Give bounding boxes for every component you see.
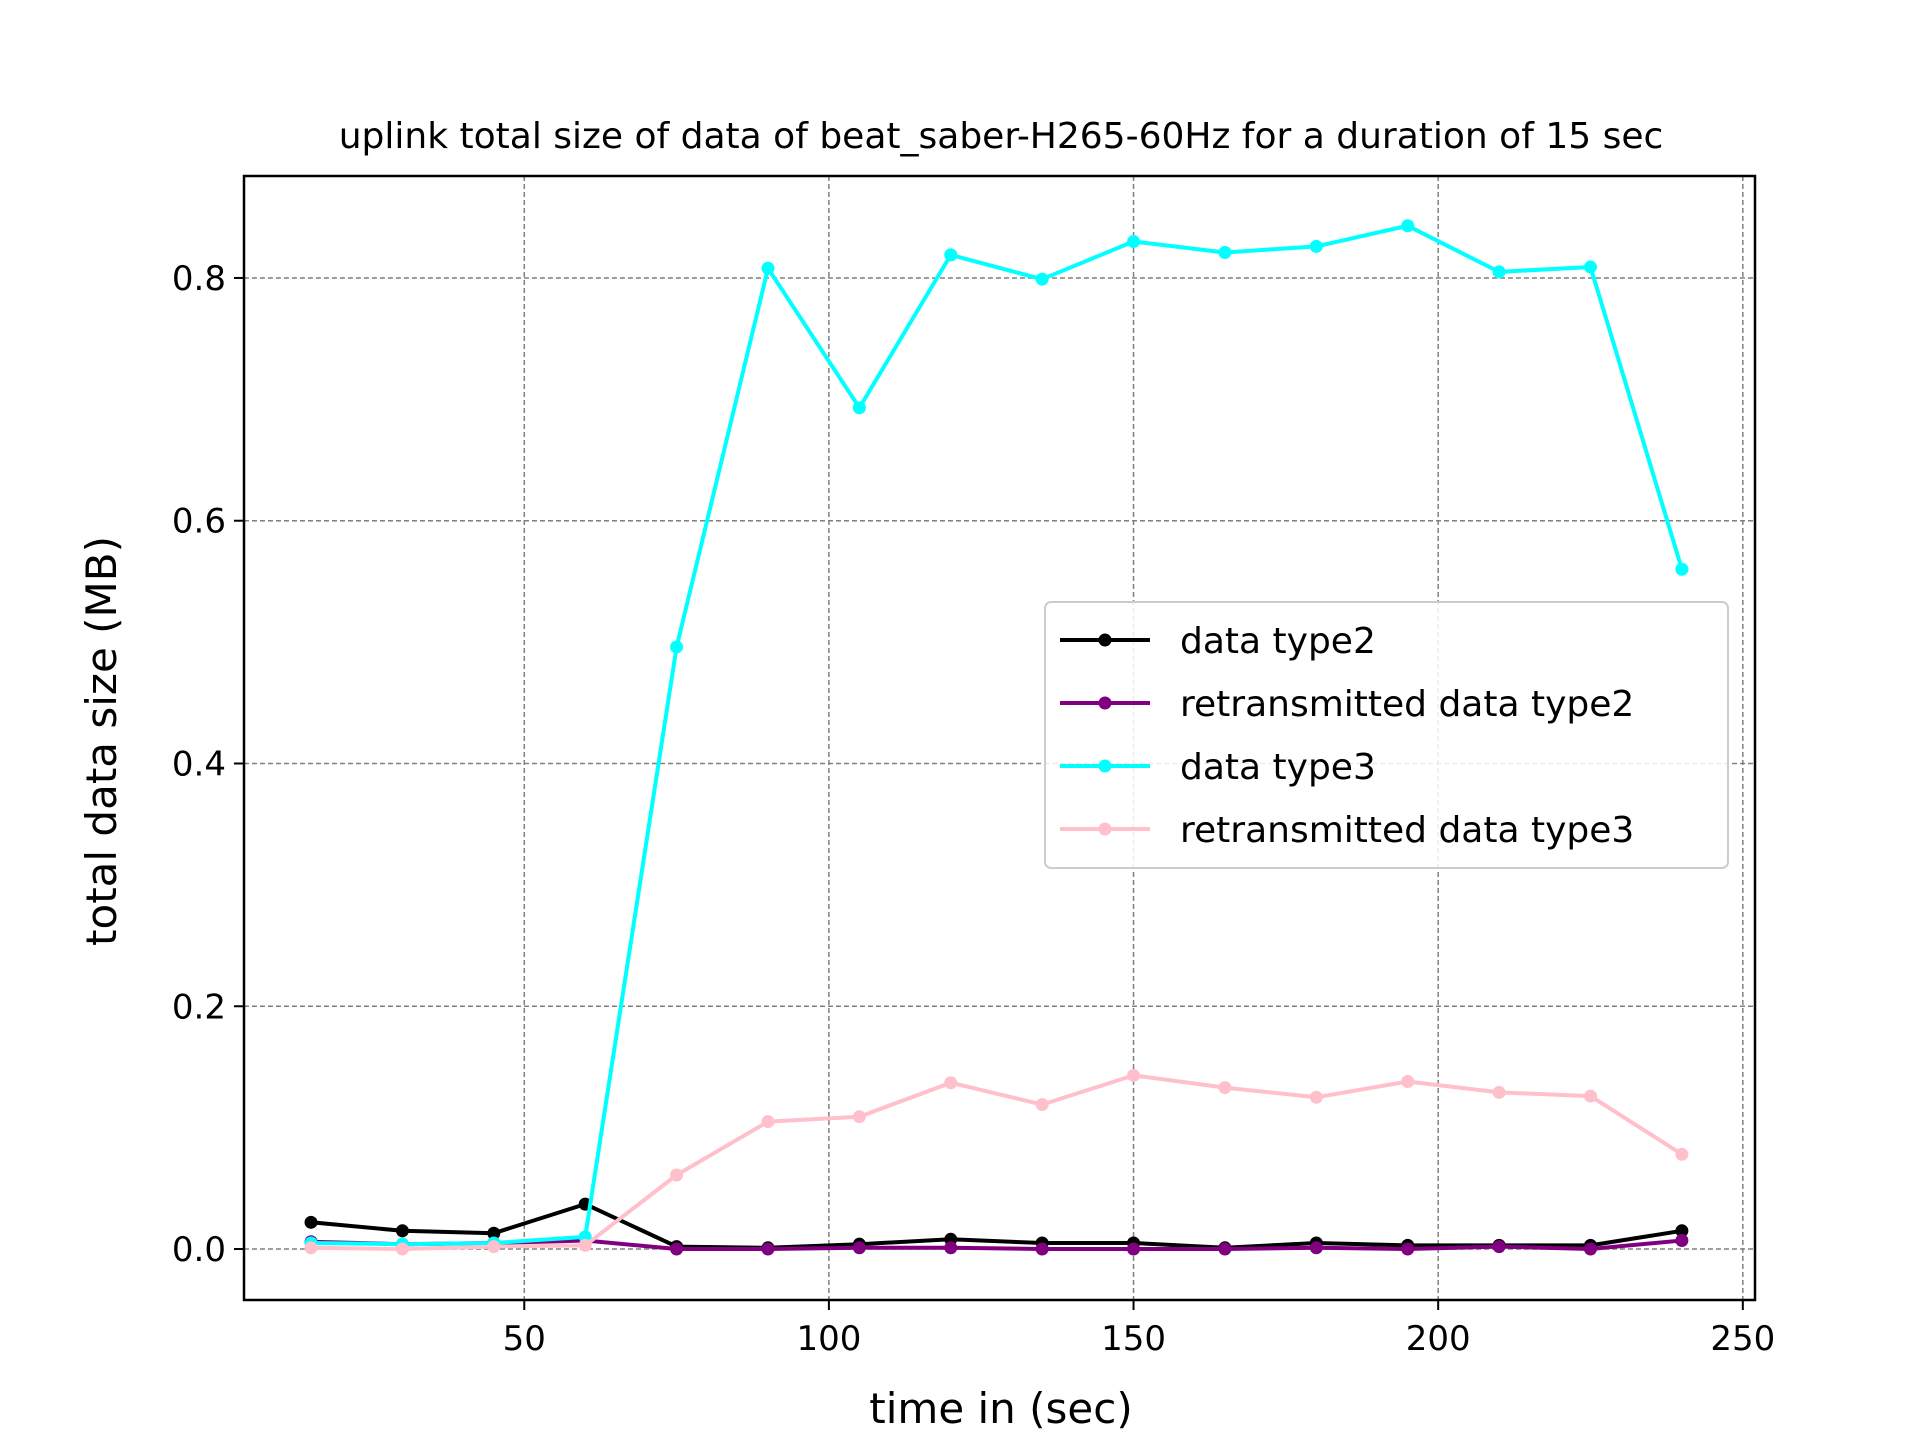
- data-point: [304, 1215, 318, 1229]
- series-retransmitted-data-type3: [304, 1068, 1689, 1256]
- data-point: [944, 1241, 958, 1255]
- data-point: [1035, 272, 1049, 286]
- data-point: [1401, 219, 1415, 233]
- data-point: [1675, 562, 1689, 576]
- data-point: [852, 1241, 866, 1255]
- data-point: [944, 248, 958, 262]
- legend-entry: retransmitted data type2: [1060, 684, 1634, 725]
- data-point: [1675, 1234, 1689, 1248]
- legend-label: retransmitted data type3: [1180, 810, 1634, 851]
- series-line: [310, 1202, 1683, 1250]
- data-point: [1218, 1242, 1232, 1256]
- legend-swatch-marker: [1098, 822, 1112, 836]
- y-tick-label: 0.4: [172, 744, 226, 784]
- chart-title: uplink total size of data of beat_saber-…: [339, 116, 1664, 157]
- legend-label: retransmitted data type2: [1180, 684, 1634, 725]
- data-point: [304, 1241, 318, 1255]
- y-axis-label: total data size (MB): [77, 536, 126, 946]
- y-tick-label: 0.8: [172, 259, 226, 299]
- series-line: [310, 223, 1684, 1247]
- data-point: [1309, 1090, 1323, 1104]
- x-axis-label: time in (sec): [869, 1384, 1132, 1433]
- x-tick-label: 150: [1101, 1319, 1166, 1359]
- series-data-type3: [304, 219, 1689, 1251]
- legend-swatch-marker: [1098, 759, 1112, 773]
- series-layer: [304, 219, 1689, 1256]
- legend-label: data type2: [1180, 621, 1376, 662]
- data-point: [1127, 1242, 1141, 1256]
- y-axis: 0.0 0.2 0.4 0.6 0.8: [172, 259, 244, 1270]
- x-axis: 50 100 150 200 250: [503, 1300, 1775, 1359]
- data-point: [487, 1240, 501, 1254]
- data-point: [852, 1110, 866, 1124]
- data-point: [1127, 235, 1141, 249]
- y-tick-label: 0.6: [172, 502, 226, 542]
- data-point: [1675, 1147, 1689, 1161]
- data-point: [1401, 1075, 1415, 1089]
- x-tick-label: 250: [1710, 1319, 1775, 1359]
- x-tick-label: 100: [796, 1319, 861, 1359]
- data-point: [1127, 1068, 1141, 1082]
- y-tick-label: 0.2: [172, 987, 226, 1027]
- data-point: [1035, 1242, 1049, 1256]
- data-point: [395, 1224, 409, 1238]
- legend-swatch-marker: [1098, 633, 1112, 647]
- data-point: [670, 640, 684, 654]
- data-point: [487, 1226, 501, 1240]
- data-point: [1492, 1085, 1506, 1099]
- series-line: [310, 1073, 1683, 1251]
- data-point: [852, 401, 866, 415]
- legend-swatch-marker: [1098, 696, 1112, 710]
- data-point: [1583, 260, 1597, 274]
- data-point: [670, 1168, 684, 1182]
- x-tick-label: 200: [1406, 1319, 1471, 1359]
- legend-entry: retransmitted data type3: [1060, 810, 1634, 851]
- data-point: [670, 1242, 684, 1256]
- data-point: [944, 1076, 958, 1090]
- plot-frame: [242, 174, 1757, 1302]
- data-point: [1218, 245, 1232, 259]
- data-point: [1309, 1241, 1323, 1255]
- legend-entry: data type3: [1060, 747, 1376, 788]
- data-point: [395, 1242, 409, 1256]
- x-tick-label: 50: [503, 1319, 546, 1359]
- data-point: [1583, 1242, 1597, 1256]
- data-point: [1401, 1242, 1415, 1256]
- data-point: [761, 261, 775, 275]
- data-point: [578, 1238, 592, 1252]
- data-point: [1035, 1098, 1049, 1112]
- legend-label: data type3: [1180, 747, 1376, 788]
- legend-entry: data type2: [1060, 621, 1376, 662]
- data-point: [761, 1242, 775, 1256]
- data-point: [1309, 239, 1323, 253]
- data-point: [1583, 1089, 1597, 1103]
- data-point: [1492, 265, 1506, 279]
- data-point: [761, 1115, 775, 1129]
- data-point: [1675, 1224, 1689, 1238]
- data-point: [1218, 1081, 1232, 1095]
- legend-box: [1044, 601, 1729, 869]
- legend: data type2 retransmitted data type2 data t…: [1044, 601, 1729, 869]
- data-point: [1492, 1240, 1506, 1254]
- y-tick-label: 0.0: [172, 1230, 226, 1270]
